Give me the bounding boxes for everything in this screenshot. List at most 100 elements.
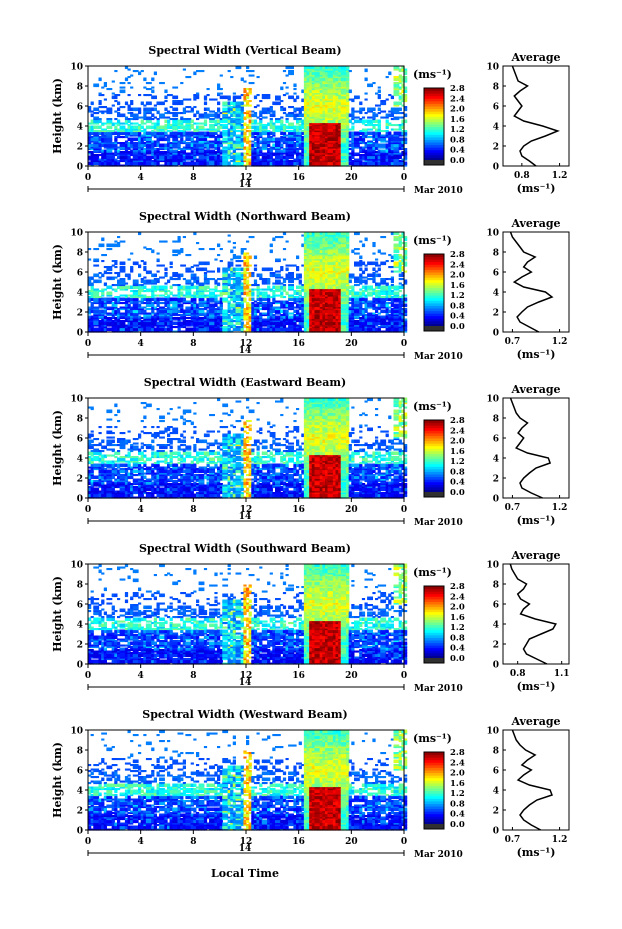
heatmap-cell xyxy=(188,136,192,139)
heatmap-cell xyxy=(364,131,368,134)
heatmap-cell xyxy=(251,151,255,154)
heatmap-cell xyxy=(182,131,186,134)
heatmap-cell xyxy=(169,134,173,137)
heatmap-cell xyxy=(206,154,210,157)
heatmap-cell xyxy=(325,98,329,101)
heatmap-cell xyxy=(230,148,234,151)
heatmap-cell xyxy=(132,146,136,149)
heatmap-cell xyxy=(261,107,265,110)
heatmap-cell xyxy=(219,136,223,139)
heatmap-cell xyxy=(185,133,189,136)
heatmap-cell xyxy=(119,158,123,161)
heatmap-cell xyxy=(306,97,310,100)
heatmap-cell xyxy=(209,127,213,130)
heatmap-cell xyxy=(209,98,213,101)
heatmap-cell xyxy=(119,157,123,160)
heatmap-cell xyxy=(174,107,179,110)
heatmap-cell xyxy=(309,122,313,125)
heatmap-cell xyxy=(309,152,313,155)
heatmap-cell xyxy=(264,137,268,140)
heatmap-cell xyxy=(169,148,173,151)
heatmap-cell xyxy=(138,116,142,119)
heatmap-cell xyxy=(269,133,273,136)
heatmap-cell xyxy=(359,161,363,164)
heatmap-cell xyxy=(127,124,131,127)
heatmap-cell xyxy=(348,131,352,134)
heatmap-cell xyxy=(95,161,100,164)
heatmap-cell xyxy=(198,155,202,158)
heatmap-cell xyxy=(172,146,176,149)
heatmap-cell xyxy=(288,142,292,145)
heatmap-cell xyxy=(227,139,231,142)
heatmap-cell xyxy=(167,146,171,149)
heatmap-cell xyxy=(159,154,163,157)
heatmap-cell xyxy=(322,124,326,127)
heatmap-cell xyxy=(280,133,284,136)
heatmap-cell xyxy=(224,133,229,136)
heatmap-cell xyxy=(193,113,197,116)
heatmap-cell xyxy=(293,118,297,121)
heatmap-cell xyxy=(201,134,205,137)
heatmap-cell xyxy=(246,140,250,143)
heatmap-cell xyxy=(182,140,186,143)
heatmap-cell xyxy=(314,103,318,106)
heatmap-cell xyxy=(296,142,300,145)
heatmap-cell xyxy=(198,137,202,140)
heatmap-cell xyxy=(114,95,118,98)
heatmap-cell xyxy=(346,124,350,127)
heatmap-cell xyxy=(193,136,197,139)
heatmap-cell xyxy=(311,79,315,82)
heatmap-cell xyxy=(346,145,350,148)
heatmap-cell xyxy=(293,145,297,148)
heatmap-cell xyxy=(298,139,302,142)
heatmap-cell xyxy=(217,130,221,133)
heatmap-cell xyxy=(198,142,202,145)
heatmap-cell xyxy=(285,125,289,128)
heatmap-cell xyxy=(222,109,226,112)
heatmap-cell xyxy=(335,130,339,133)
heatmap-cell xyxy=(335,110,339,113)
heatmap-cell xyxy=(201,155,205,158)
heatmap-cell xyxy=(290,140,294,143)
heatmap-cell xyxy=(172,109,176,112)
heatmap-cell xyxy=(217,122,221,125)
heatmap-cell xyxy=(235,110,239,113)
heatmap-cell xyxy=(296,130,300,133)
heatmap-cell xyxy=(240,133,244,136)
heatmap-cell xyxy=(201,149,205,152)
heatmap-cell xyxy=(161,136,165,139)
heatmap-cell xyxy=(164,112,168,115)
heatmap-cell xyxy=(201,143,205,146)
heatmap-cell xyxy=(167,148,171,151)
heatmap-cell xyxy=(240,142,244,145)
heatmap-cell xyxy=(177,154,181,157)
heatmap-cell xyxy=(317,125,321,128)
heatmap-cell xyxy=(201,157,205,160)
heatmap-cell xyxy=(277,151,281,154)
heatmap-cell xyxy=(174,128,179,131)
heatmap-cell xyxy=(246,116,250,119)
heatmap-cell xyxy=(185,121,189,124)
heatmap-cell xyxy=(169,161,173,164)
heatmap-cell xyxy=(177,140,181,143)
heatmap-cell xyxy=(327,68,331,71)
heatmap-cell xyxy=(259,131,263,134)
heatmap-cell xyxy=(361,130,366,133)
heatmap-cell xyxy=(196,95,200,98)
heatmap-cell xyxy=(314,109,318,112)
heatmap-cell xyxy=(222,125,226,128)
heatmap-cell xyxy=(330,148,334,151)
heatmap-cell xyxy=(309,130,313,133)
heatmap-cell xyxy=(327,119,331,122)
heatmap-cell xyxy=(280,128,284,131)
heatmap-cell xyxy=(343,74,347,77)
heatmap-cell xyxy=(303,89,308,92)
heatmap-cell xyxy=(364,119,368,122)
heatmap-cell xyxy=(296,157,300,160)
heatmap-cell xyxy=(322,113,326,116)
heatmap-cell xyxy=(138,110,142,113)
heatmap-cell xyxy=(319,80,323,83)
heatmap-cell xyxy=(151,140,155,143)
heatmap-cell xyxy=(238,139,242,142)
heatmap-cell xyxy=(172,86,176,89)
